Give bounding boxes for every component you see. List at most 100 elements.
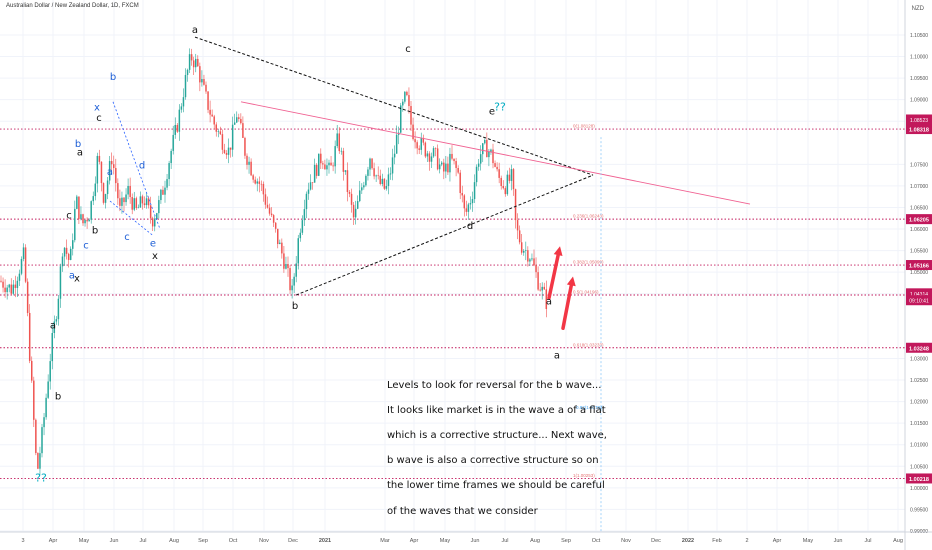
price-tick-label: 1.09000 (910, 98, 928, 104)
candle-body (279, 242, 281, 245)
price-tick-label: 1.00000 (910, 486, 928, 492)
candle-body (248, 161, 250, 165)
candle-body (72, 240, 74, 249)
candle-body (22, 247, 25, 260)
candle-body (147, 198, 150, 206)
fib-level-label: 1(1.00253) (573, 473, 595, 478)
candle-body (195, 58, 197, 68)
candle-body (344, 170, 347, 172)
candle-body (537, 272, 539, 290)
candle-body (406, 91, 408, 96)
candle-body (135, 198, 138, 209)
candle-body (354, 208, 357, 218)
candle-body (527, 250, 529, 262)
candle-body (131, 197, 133, 210)
level-price-badge (906, 342, 932, 353)
candle-body (59, 266, 62, 299)
arrow-head (553, 246, 563, 257)
fib-level-label: 0.618(1.03233) (573, 342, 604, 347)
candle-body (309, 182, 312, 190)
pink-trendline (240, 101, 751, 205)
drawing-tools (109, 36, 751, 532)
candle-body (320, 153, 322, 164)
candle-body (45, 397, 47, 418)
candle-body (287, 264, 289, 269)
candle-body (383, 178, 386, 189)
candle-body (14, 284, 17, 288)
time-tick-label: Jul (864, 538, 871, 544)
fib-level-label: 0(1.08128) (573, 124, 595, 129)
price-tick-label: 1.09500 (910, 76, 928, 82)
candle-body (274, 222, 277, 229)
candle-body (328, 162, 330, 166)
candle-body (90, 201, 92, 220)
candle-body (149, 205, 152, 219)
candle-body (16, 280, 19, 288)
candle-body (192, 60, 195, 68)
wave-label: c (405, 44, 411, 55)
candle-body (184, 74, 187, 98)
time-tick-label: Jul (501, 538, 508, 544)
candle-body (525, 250, 527, 251)
candle-body (174, 124, 176, 135)
arrow-shaft (561, 283, 574, 331)
candle-body (178, 109, 181, 132)
time-tick-label: Dec (651, 538, 661, 544)
candle-body (361, 187, 363, 191)
candle-body (168, 163, 170, 180)
candle-body (393, 153, 396, 158)
current-price-label: 1.04314 (910, 292, 928, 298)
candle-body (227, 147, 230, 155)
level-price-label: 1.05166 (909, 264, 929, 270)
candle-body (365, 175, 367, 186)
price-axis[interactable]: 1.105001.100001.095001.090001.085001.075… (904, 0, 932, 550)
current-price-badge (906, 114, 932, 125)
candle-body (488, 151, 490, 158)
candle-body (340, 150, 343, 152)
time-tick-label: May (79, 538, 90, 544)
price-tick-label: 1.01000 (910, 443, 928, 449)
wave-label: b (92, 225, 98, 236)
candle-body (4, 287, 6, 293)
candle-body (170, 150, 172, 164)
candle-body (494, 163, 496, 167)
candle-body (190, 54, 193, 61)
time-axis[interactable]: 3 Apr May Jun Jul Aug Sep Oct Nov Dec 2021 Mar Apr Ma… (0, 531, 932, 544)
candle-body (389, 173, 392, 175)
candle-body (254, 179, 256, 184)
candle-body (53, 321, 56, 333)
candle-body (430, 156, 433, 162)
candle-body (277, 228, 279, 245)
candle-body (465, 208, 468, 212)
candle-body (293, 276, 295, 286)
candle-body (459, 172, 461, 194)
candle-body (51, 332, 53, 362)
candle-body (113, 164, 115, 169)
candle-body (336, 133, 338, 147)
wave-label: b (55, 391, 61, 402)
candle-body (475, 166, 478, 183)
candle-body (482, 143, 484, 155)
candle-body (246, 155, 248, 165)
time-tick-label: Sep (198, 538, 208, 544)
candle-body (373, 168, 375, 177)
candle-body (381, 178, 384, 185)
wave-label: b (292, 301, 298, 312)
wave-label: d (467, 221, 473, 232)
candle-body (375, 175, 377, 177)
candle-body (207, 91, 209, 110)
time-tick-label: Jul (139, 538, 146, 544)
candle-body (123, 197, 125, 203)
candle-body (289, 268, 291, 291)
candle-body (121, 197, 123, 206)
candle-body (531, 258, 533, 260)
level-price-badge (906, 124, 932, 135)
candle-body (217, 131, 220, 132)
wave-dashed-line (112, 101, 161, 230)
candle-body (244, 137, 246, 156)
candle-body (18, 273, 21, 281)
time-tick-label: Aug (530, 538, 540, 544)
candle-body (385, 186, 388, 189)
